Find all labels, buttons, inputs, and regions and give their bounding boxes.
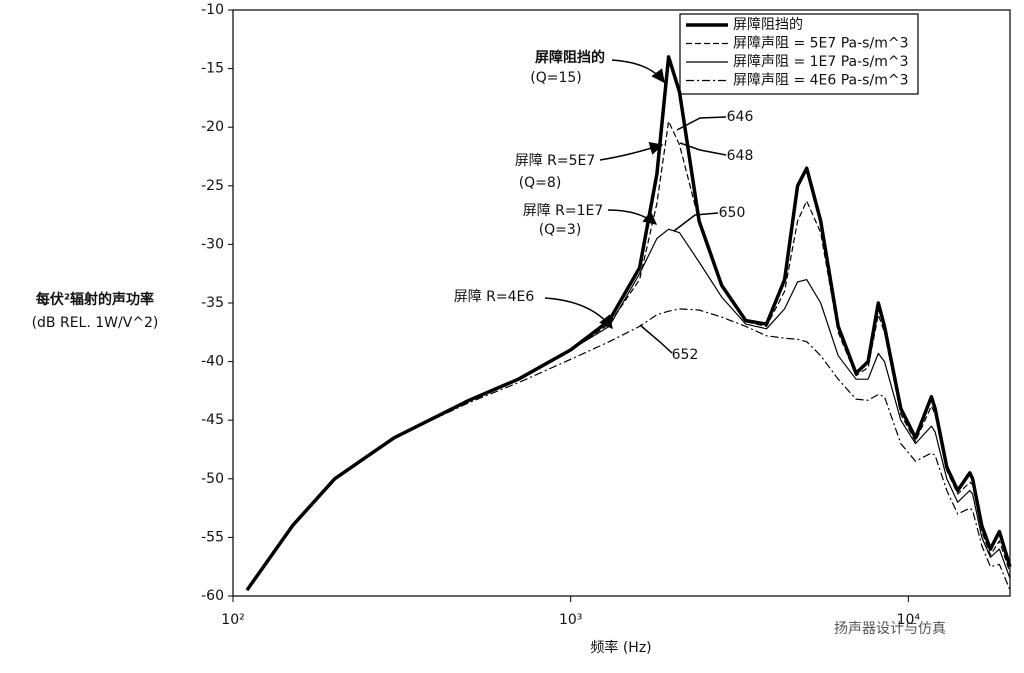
y-axis-label: (dB REL. 1W/V^2) <box>32 315 159 331</box>
y-tick-label: -35 <box>201 295 224 311</box>
series-line <box>245 55 1012 592</box>
plot-frame <box>232 9 1011 597</box>
y-tick-label: -20 <box>201 119 224 135</box>
annotation: 屏障 R=5E7 <box>515 153 596 169</box>
annotation: 652 <box>672 347 699 363</box>
y-tick-label: -45 <box>201 412 224 428</box>
annotation: (Q=3) <box>539 222 582 238</box>
y-tick-label: -30 <box>201 236 224 252</box>
annotation: (Q=8) <box>519 175 562 191</box>
x-tick-label: 10³ <box>559 612 582 628</box>
y-tick-label: -10 <box>201 2 224 18</box>
annotation: 650 <box>719 205 746 221</box>
series-line <box>246 308 1011 591</box>
y-tick-label: -60 <box>201 588 224 604</box>
annotation: 屏障阻挡的 <box>535 49 605 66</box>
annotation: 屏障 R=1E7 <box>523 203 604 219</box>
arrow <box>599 141 664 161</box>
arrow <box>611 59 665 84</box>
x-tick-label: 10⁴ <box>897 612 921 628</box>
leader-line <box>673 212 719 232</box>
y-tick-label: -50 <box>201 471 224 487</box>
leader-line <box>639 324 673 354</box>
y-tick-label: -15 <box>201 61 224 77</box>
y-axis-label: 每伏²辐射的声功率 <box>36 291 154 308</box>
series-line <box>246 228 1011 591</box>
legend-label: 屏障声阻 = 4E6 Pa-s/m^3 <box>733 73 908 89</box>
y-tick-label: -40 <box>201 354 224 370</box>
annotation: (Q=15) <box>530 70 582 86</box>
annotation: 648 <box>727 148 754 164</box>
annotation: 屏障 R=4E6 <box>454 289 535 305</box>
x-tick-label: 10² <box>221 612 244 628</box>
series-line <box>246 120 1011 591</box>
y-tick-label: -25 <box>201 178 224 194</box>
arrow <box>544 297 613 330</box>
y-tick-label: -55 <box>201 529 224 545</box>
legend-label: 屏障阻挡的 <box>733 17 803 33</box>
watermark: 扬声器设计与仿真 <box>834 621 946 637</box>
annotation: 646 <box>727 109 754 125</box>
x-axis-label: 频率 (Hz) <box>590 639 651 656</box>
legend-label: 屏障声阻 = 1E7 Pa-s/m^3 <box>733 54 908 70</box>
legend-label: 屏障声阻 = 5E7 Pa-s/m^3 <box>733 36 908 52</box>
